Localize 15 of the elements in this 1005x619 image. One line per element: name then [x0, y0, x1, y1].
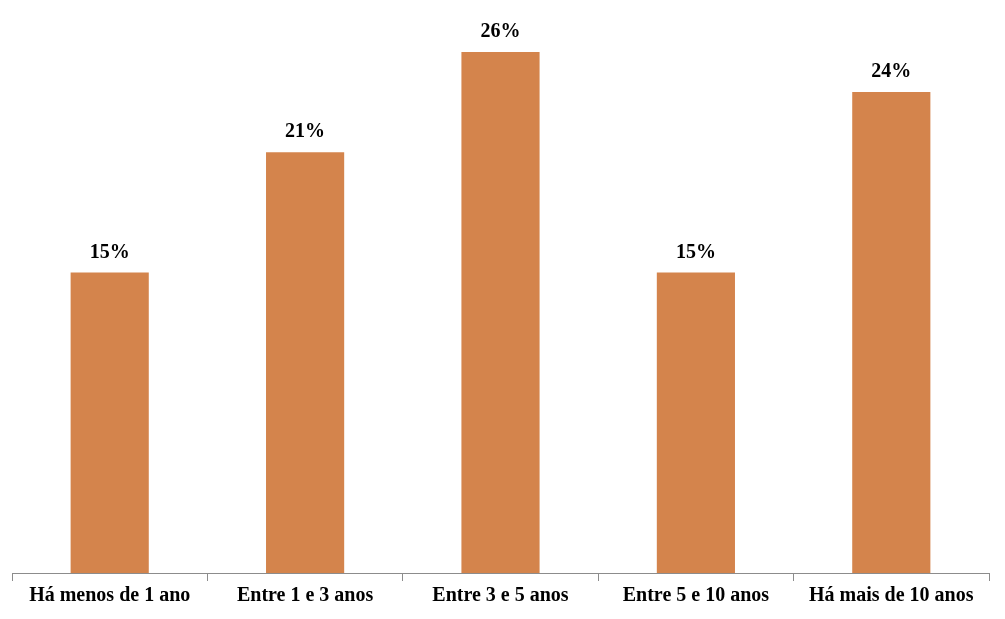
data-label: 15%: [89, 239, 130, 262]
bar: [852, 92, 931, 573]
x-tick-label: Entre 1 e 3 anos: [236, 583, 374, 606]
x-tick-label: Há mais de 10 anos: [809, 583, 974, 606]
bar: [266, 152, 345, 573]
bar: [461, 52, 540, 573]
data-label: 15%: [675, 239, 716, 262]
bar: [656, 272, 735, 573]
x-tick-label: Entre 5 e 10 anos: [622, 583, 770, 606]
data-label: 21%: [285, 119, 326, 142]
x-tick-label: Há menos de 1 ano: [29, 583, 191, 606]
bar: [70, 272, 149, 573]
data-label: 24%: [871, 59, 912, 82]
x-tick-label: Entre 3 e 5 anos: [432, 583, 569, 606]
data-label: 26%: [480, 19, 521, 42]
